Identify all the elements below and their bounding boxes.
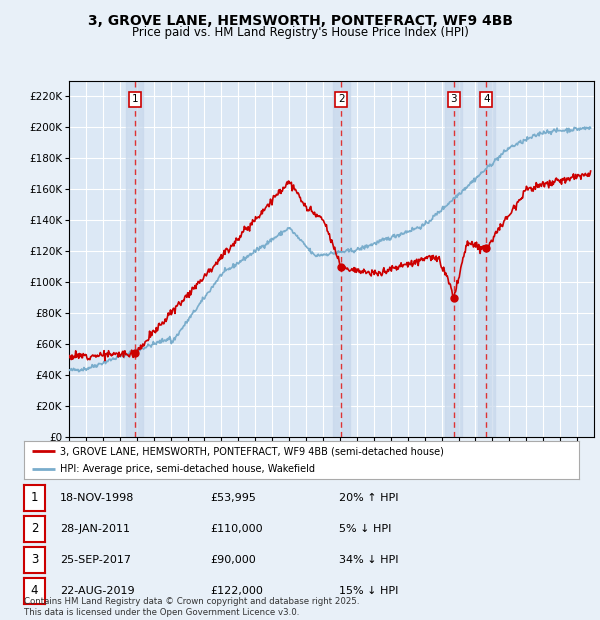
Text: 2: 2 [31, 523, 38, 535]
Text: 22-AUG-2019: 22-AUG-2019 [60, 586, 134, 596]
Text: 18-NOV-1998: 18-NOV-1998 [60, 493, 134, 503]
Text: £53,995: £53,995 [210, 493, 256, 503]
Text: Price paid vs. HM Land Registry's House Price Index (HPI): Price paid vs. HM Land Registry's House … [131, 26, 469, 39]
Text: 25-SEP-2017: 25-SEP-2017 [60, 555, 131, 565]
Text: £90,000: £90,000 [210, 555, 256, 565]
Text: 20% ↑ HPI: 20% ↑ HPI [339, 493, 398, 503]
Text: HPI: Average price, semi-detached house, Wakefield: HPI: Average price, semi-detached house,… [60, 464, 315, 474]
Bar [126, 81, 143, 437]
Bar [333, 81, 350, 437]
Bar [445, 81, 463, 437]
Text: 3: 3 [451, 94, 457, 104]
Text: 2: 2 [338, 94, 344, 104]
Text: 4: 4 [483, 94, 490, 104]
Text: 1: 1 [131, 94, 138, 104]
Bar [478, 81, 495, 437]
Text: Contains HM Land Registry data © Crown copyright and database right 2025.
This d: Contains HM Land Registry data © Crown c… [24, 598, 359, 617]
Text: 1: 1 [31, 492, 38, 504]
Text: 5% ↓ HPI: 5% ↓ HPI [339, 524, 391, 534]
Text: £110,000: £110,000 [210, 524, 263, 534]
Text: 3, GROVE LANE, HEMSWORTH, PONTEFRACT, WF9 4BB (semi-detached house): 3, GROVE LANE, HEMSWORTH, PONTEFRACT, WF… [60, 446, 444, 456]
Text: 34% ↓ HPI: 34% ↓ HPI [339, 555, 398, 565]
Text: 3: 3 [31, 554, 38, 566]
Text: 15% ↓ HPI: 15% ↓ HPI [339, 586, 398, 596]
Text: £122,000: £122,000 [210, 586, 263, 596]
Text: 4: 4 [31, 585, 38, 597]
Text: 28-JAN-2011: 28-JAN-2011 [60, 524, 130, 534]
Text: 3, GROVE LANE, HEMSWORTH, PONTEFRACT, WF9 4BB: 3, GROVE LANE, HEMSWORTH, PONTEFRACT, WF… [88, 14, 512, 28]
